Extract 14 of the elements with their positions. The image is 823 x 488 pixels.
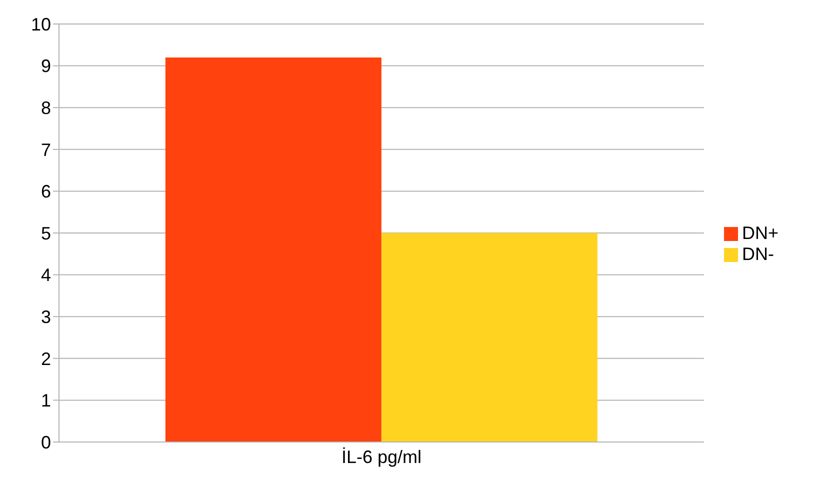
y-tick-label: 9 bbox=[40, 56, 51, 76]
y-tick-label: 8 bbox=[40, 98, 51, 118]
y-tick-label: 2 bbox=[40, 348, 51, 369]
legend-label: DN- bbox=[742, 244, 774, 264]
y-tick-label: 4 bbox=[40, 265, 51, 286]
x-tick-label: İL-6 pg/ml bbox=[341, 446, 422, 467]
y-tick-label: 7 bbox=[40, 140, 51, 160]
y-tick-label: 6 bbox=[40, 182, 51, 202]
y-tick-label: 0 bbox=[40, 432, 51, 452]
y-tick-label: 3 bbox=[40, 306, 51, 327]
legend-label: DN+ bbox=[742, 223, 779, 243]
y-tick-label: 5 bbox=[40, 223, 51, 244]
y-tick-label: 1 bbox=[40, 390, 51, 411]
y-tick-label: 10 bbox=[30, 14, 51, 34]
